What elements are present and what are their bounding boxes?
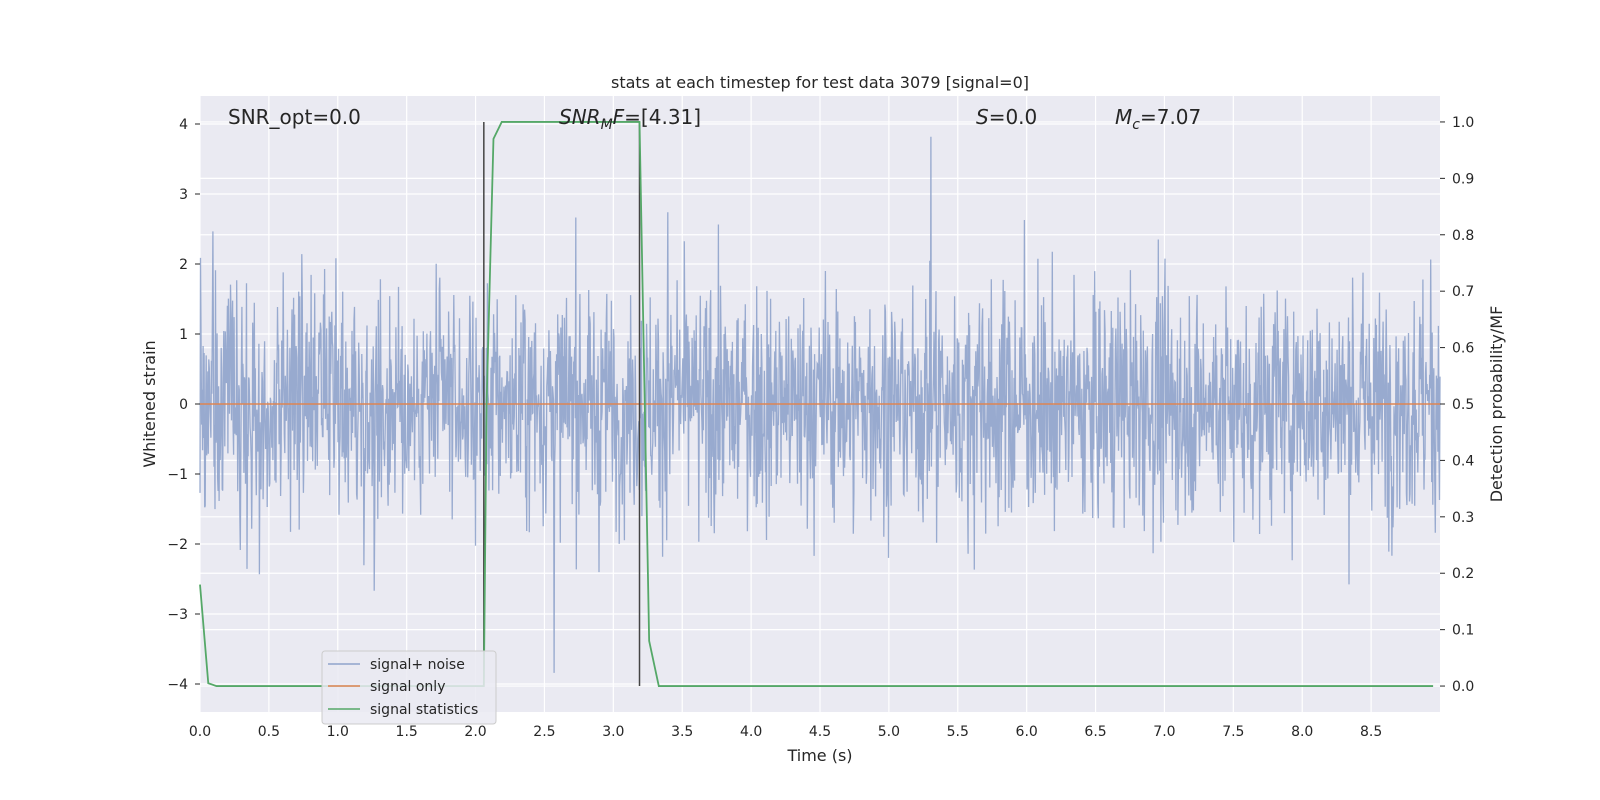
snr-mf-main: SNR [559, 105, 601, 129]
snr-mf-annotation: SNRMF=[4.31] [559, 105, 701, 133]
y2-tick-label: 0.7 [1452, 284, 1474, 300]
x-tick-label: 5.0 [878, 724, 900, 740]
snr-mf-tail: F [613, 105, 625, 129]
x-tick-label: 6.0 [1016, 724, 1038, 740]
y-tick-label: −2 [167, 537, 188, 553]
mc-annotation: Mc=7.07 [1115, 105, 1201, 133]
chart-title: stats at each timestep for test data 307… [611, 73, 1029, 92]
x-tick-label: 4.0 [740, 724, 762, 740]
s-value: =0.0 [989, 105, 1038, 129]
x-tick-label: 6.5 [1084, 724, 1106, 740]
mc-symbol: M [1115, 105, 1132, 129]
legend: signal+ noise signal only signal statist… [321, 650, 497, 725]
x-tick-label: 0.0 [189, 724, 211, 740]
x-tick-label: 2.5 [533, 724, 555, 740]
y-axis-label: Whitened strain [140, 340, 159, 467]
y-tick-label: −4 [167, 677, 188, 693]
y-tick-label: −1 [167, 467, 188, 483]
snr-opt-annotation: SNR_opt=0.0 [228, 105, 361, 129]
legend-box [321, 650, 497, 725]
s-symbol: S [976, 105, 989, 129]
mc-sub: c [1132, 117, 1140, 133]
x-tick-label: 2.0 [464, 724, 486, 740]
y-tick-label: 2 [179, 257, 188, 273]
signal-noise-line [199, 136, 1441, 673]
mc-value: =7.07 [1140, 105, 1201, 129]
snr-mf-value: =[4.31] [624, 105, 701, 129]
x-tick-label: 8.0 [1291, 724, 1313, 740]
y2-tick-label: 0.0 [1452, 679, 1474, 695]
y2-tick-label: 0.2 [1452, 566, 1474, 582]
x-tick-label: 1.5 [396, 724, 418, 740]
y-tick-label: 4 [179, 117, 188, 133]
y2-tick-label: 0.6 [1452, 341, 1474, 357]
s-annotation: S=0.0 [976, 105, 1037, 129]
snr-mf-sub: M [601, 117, 613, 133]
x-tick-label: 7.0 [1153, 724, 1175, 740]
y-tick-label: 0 [179, 397, 188, 413]
y2-tick-label: 0.8 [1452, 228, 1474, 244]
y2-tick-label: 1.0 [1452, 115, 1474, 131]
ticks: 0.0 0.5 1.0 1.5 2.0 2.5 3.0 3.5 4.0 4.5 5.0 5.5 6.0 6… [167, 115, 1474, 740]
y-tick-label: −3 [167, 607, 188, 623]
x-tick-label: 0.5 [258, 724, 280, 740]
legend-label-signal-noise: signal+ noise [370, 657, 465, 673]
legend-label-signal-only: signal only [370, 679, 445, 695]
y2-tick-label: 0.3 [1452, 510, 1474, 526]
x-tick-label: 8.5 [1360, 724, 1382, 740]
signal-statistics-line [199, 121, 1434, 687]
y2-tick-label: 0.1 [1452, 623, 1474, 639]
overlays [199, 121, 1440, 687]
x-tick-label: 1.0 [327, 724, 349, 740]
x-tick-label: 7.5 [1222, 724, 1244, 740]
y-tick-label: 3 [179, 187, 188, 203]
x-axis-label: Time (s) [786, 746, 852, 765]
y2-tick-label: 0.5 [1452, 397, 1474, 413]
y2-axis-label: Detection probability/MF [1487, 306, 1506, 503]
y-tick-label: 1 [179, 327, 188, 343]
legend-label-signal-statistics: signal statistics [370, 702, 478, 718]
x-tick-label: 3.0 [602, 724, 624, 740]
y2-tick-label: 0.9 [1452, 171, 1474, 187]
x-tick-label: 3.5 [671, 724, 693, 740]
y2-tick-label: 0.4 [1452, 453, 1474, 469]
signal-noise-series [199, 136, 1441, 673]
x-tick-label: 5.5 [947, 724, 969, 740]
x-tick-label: 4.5 [809, 724, 831, 740]
